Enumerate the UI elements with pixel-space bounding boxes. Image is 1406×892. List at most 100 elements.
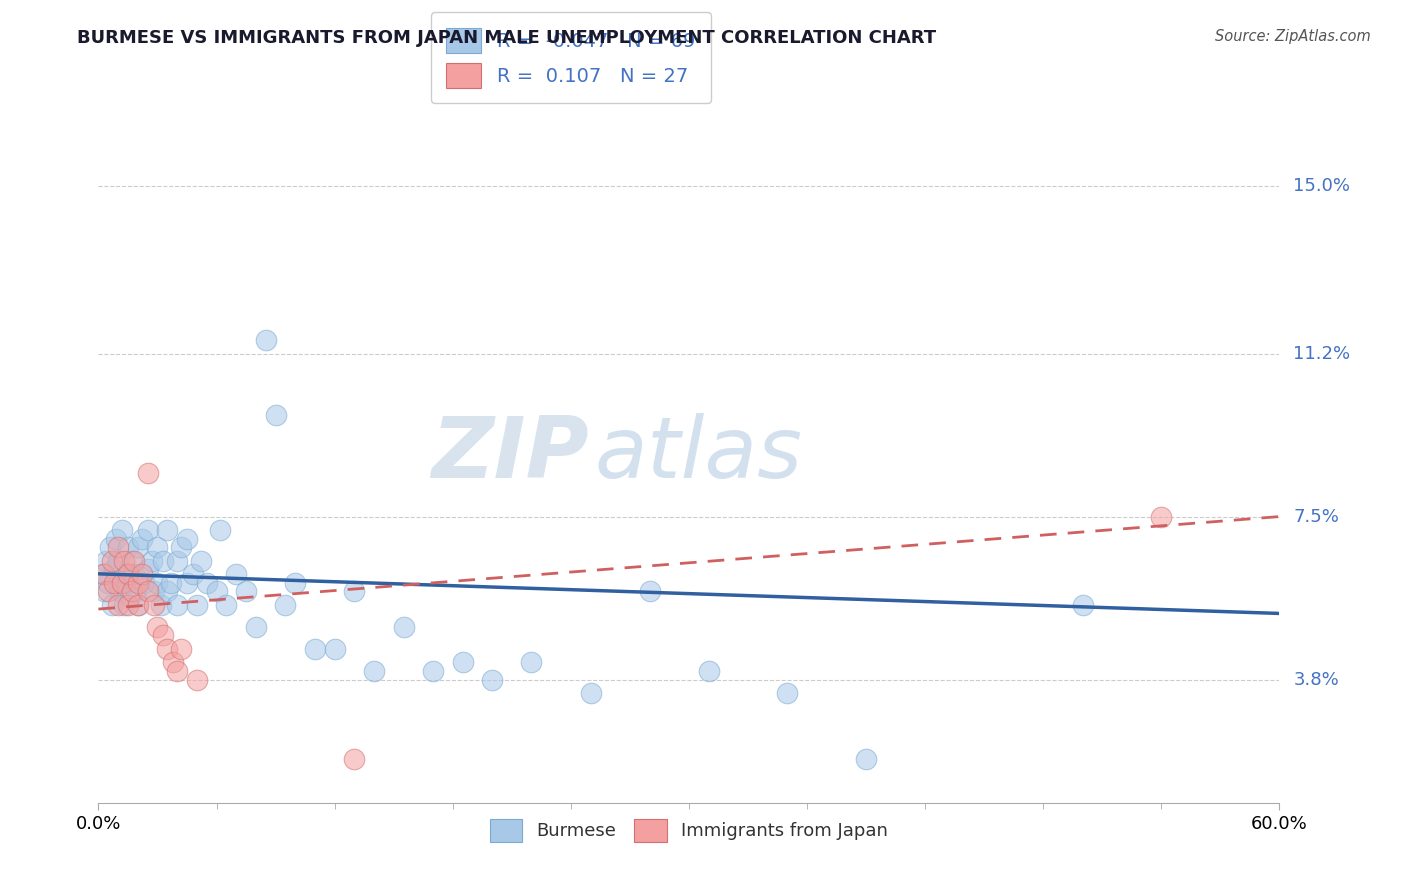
Point: [855, 752, 877, 766]
Point: [186, 598, 208, 612]
Point: [112, 598, 135, 612]
Point: [93, 584, 115, 599]
Point: [127, 598, 149, 612]
Point: [108, 584, 131, 599]
Point: [152, 553, 174, 567]
Point: [93, 566, 115, 581]
Point: [131, 566, 153, 581]
Point: [156, 584, 179, 599]
Point: [146, 620, 169, 634]
Point: [97, 575, 120, 590]
Point: [1150, 509, 1173, 524]
Point: [107, 598, 129, 612]
Text: 7.5%: 7.5%: [1294, 508, 1340, 525]
Point: [209, 523, 232, 537]
Point: [264, 409, 287, 423]
Point: [304, 641, 326, 656]
Point: [127, 575, 149, 590]
Point: [142, 598, 165, 612]
Point: [195, 575, 218, 590]
Point: [111, 575, 134, 590]
Point: [107, 553, 129, 567]
Point: [117, 575, 139, 590]
Point: [392, 620, 415, 634]
Point: [520, 655, 543, 669]
Point: [117, 566, 139, 581]
Text: 15.0%: 15.0%: [1294, 178, 1350, 195]
Point: [776, 686, 799, 700]
Point: [111, 523, 134, 537]
Point: [107, 541, 129, 555]
Point: [105, 532, 128, 546]
Point: [205, 584, 228, 599]
Point: [121, 584, 143, 599]
Point: [117, 598, 139, 612]
Point: [697, 664, 720, 678]
Point: [170, 541, 193, 555]
Point: [146, 575, 169, 590]
Point: [136, 584, 159, 599]
Point: [274, 598, 297, 612]
Point: [1071, 598, 1094, 612]
Point: [150, 598, 173, 612]
Point: [181, 566, 204, 581]
Text: 3.8%: 3.8%: [1294, 671, 1339, 689]
Point: [481, 673, 503, 687]
Point: [235, 584, 257, 599]
Point: [103, 562, 125, 576]
Text: Source: ZipAtlas.com: Source: ZipAtlas.com: [1215, 29, 1371, 44]
Point: [343, 584, 366, 599]
Point: [166, 553, 188, 567]
Legend: Burmese, Immigrants from Japan: Burmese, Immigrants from Japan: [479, 808, 898, 853]
Point: [122, 553, 145, 567]
Point: [186, 673, 208, 687]
Point: [122, 566, 145, 581]
Point: [91, 566, 114, 581]
Point: [101, 598, 124, 612]
Point: [215, 598, 238, 612]
Point: [323, 641, 346, 656]
Point: [127, 541, 149, 555]
Point: [254, 334, 277, 348]
Point: [166, 664, 188, 678]
Point: [97, 584, 120, 599]
Point: [225, 566, 247, 581]
Text: ZIP: ZIP: [430, 413, 589, 497]
Point: [121, 553, 143, 567]
Point: [98, 541, 121, 555]
Point: [160, 575, 183, 590]
Point: [115, 566, 138, 581]
Text: BURMESE VS IMMIGRANTS FROM JAPAN MALE UNEMPLOYMENT CORRELATION CHART: BURMESE VS IMMIGRANTS FROM JAPAN MALE UN…: [77, 29, 936, 46]
Point: [638, 584, 661, 599]
Point: [141, 553, 163, 567]
Text: 11.2%: 11.2%: [1294, 344, 1351, 363]
Point: [176, 532, 198, 546]
Point: [136, 562, 159, 576]
Point: [170, 641, 193, 656]
Point: [422, 664, 444, 678]
Point: [107, 575, 129, 590]
Point: [112, 553, 135, 567]
Point: [146, 541, 169, 555]
Point: [152, 628, 174, 642]
Point: [176, 575, 198, 590]
Point: [245, 620, 267, 634]
Point: [127, 598, 149, 612]
Point: [136, 466, 159, 480]
Point: [96, 553, 118, 567]
Point: [156, 641, 179, 656]
Point: [156, 523, 179, 537]
Point: [132, 575, 155, 590]
Point: [363, 664, 385, 678]
Point: [103, 575, 125, 590]
Point: [131, 532, 153, 546]
Point: [166, 598, 188, 612]
Point: [136, 523, 159, 537]
Point: [190, 553, 212, 567]
Point: [284, 575, 307, 590]
Point: [579, 686, 602, 700]
Text: atlas: atlas: [595, 413, 803, 497]
Point: [125, 584, 148, 599]
Point: [101, 553, 124, 567]
Point: [117, 541, 139, 555]
